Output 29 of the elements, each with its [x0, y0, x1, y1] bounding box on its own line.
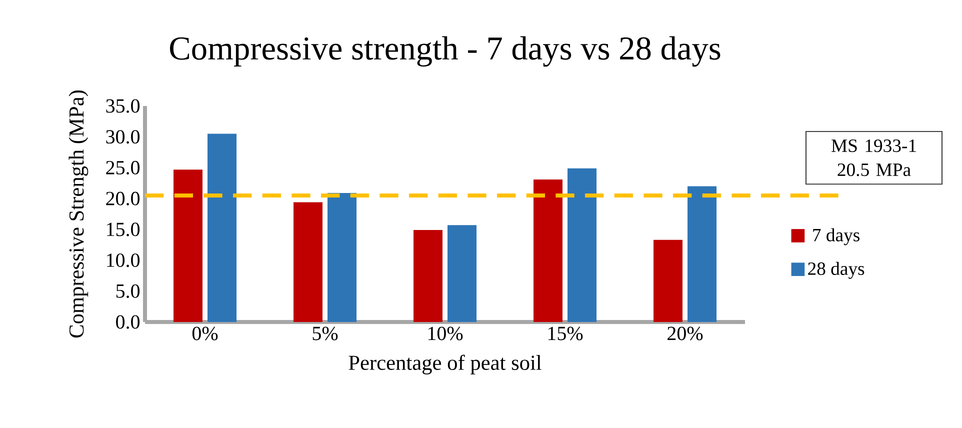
y-tick-label: 15.0 — [107, 222, 140, 236]
legend-label: 7 days — [813, 228, 860, 246]
ref-line-label: MS 1933-1 20.5 MPa — [832, 140, 916, 176]
bar — [208, 134, 237, 322]
x-tick-label: 0% — [192, 326, 218, 340]
bar — [568, 168, 597, 322]
y-tick-label: 20.0 — [106, 192, 140, 206]
chart-title: Compressive strength - 7 days vs 28 days — [170, 36, 720, 67]
y-tick-label: 30.0 — [106, 130, 140, 144]
bar — [688, 186, 717, 322]
bar — [414, 230, 443, 322]
x-axis-title: Percentage of peat soil — [348, 354, 542, 374]
bar — [328, 193, 357, 322]
y-axis-title: Compressive Strength (MPa) — [68, 90, 88, 338]
x-tick-label: 20% — [668, 326, 703, 340]
bar — [174, 170, 203, 322]
y-tick-label: 35.0 — [106, 99, 140, 113]
x-tick-label: 10% — [428, 326, 463, 340]
bar — [448, 225, 477, 322]
bar — [654, 240, 683, 322]
legend-label: 28 days — [808, 262, 864, 279]
y-tick-label: 5.0 — [116, 284, 140, 298]
y-tick-label: 10.0 — [107, 253, 140, 268]
y-tick-label: 0.0 — [116, 315, 140, 329]
bar — [294, 202, 323, 322]
x-tick-label: 15% — [548, 326, 583, 340]
y-tick-label: 25.0 — [106, 160, 140, 175]
bar — [534, 179, 563, 322]
x-tick-label: 5% — [312, 326, 338, 340]
